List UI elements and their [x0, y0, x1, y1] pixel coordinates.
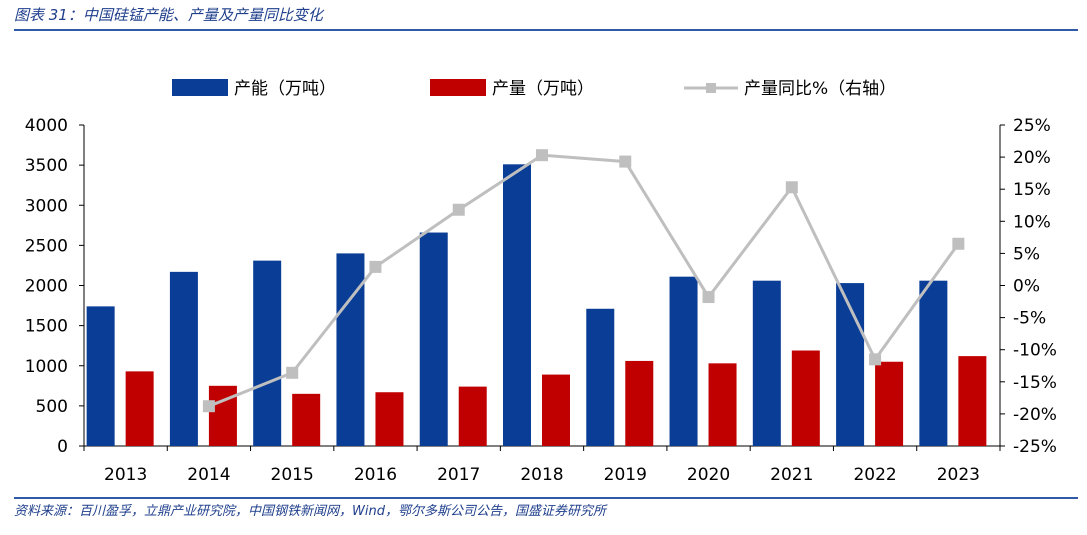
- legend-yoy-marker: [706, 83, 716, 93]
- output-bar: [958, 356, 987, 446]
- output-bar: [875, 361, 904, 446]
- y-right-tick-label: 15%: [1013, 180, 1051, 200]
- legend-output-swatch: [430, 79, 486, 96]
- capacity-bar: [336, 253, 365, 446]
- bars: [86, 164, 987, 446]
- yoy-point: [202, 400, 215, 413]
- x-tick-label: 2021: [770, 465, 813, 485]
- source-rule: [14, 497, 1078, 499]
- yoy-point: [536, 149, 548, 162]
- x-tick-label: 2018: [520, 465, 563, 485]
- capacity-bar: [169, 271, 198, 446]
- output-bar: [375, 392, 404, 446]
- y-left-tick-label: 4000: [25, 116, 68, 136]
- y-right-tick-label: 5%: [1013, 244, 1040, 264]
- y-left-tick-label: 1000: [25, 357, 68, 377]
- figure-title: 图表 31：中国硅锰产能、产量及产量同比变化: [14, 6, 323, 24]
- yoy-point: [619, 155, 632, 168]
- legend-output-label: 产量（万吨）: [492, 79, 594, 99]
- yoy-point: [869, 353, 882, 366]
- capacity-bar: [86, 306, 115, 446]
- legend-capacity-swatch: [172, 79, 228, 96]
- x-tick-label: 2016: [354, 465, 397, 485]
- y-left-tick-label: 1500: [25, 317, 68, 337]
- capacity-bar: [419, 232, 448, 446]
- legend-yoy-label: 产量同比%（右轴）: [744, 79, 896, 99]
- output-bar: [625, 360, 654, 446]
- capacity-bar: [919, 280, 948, 446]
- legend: 产能（万吨） 产量（万吨） 产量同比%（右轴）: [172, 79, 896, 99]
- capacity-bar: [503, 164, 531, 446]
- capacity-bar: [669, 276, 698, 446]
- x-tick-label: 2013: [104, 465, 147, 485]
- y-right-tick-label: 25%: [1013, 116, 1051, 136]
- yoy-point: [785, 181, 798, 194]
- yoy-point: [952, 237, 965, 250]
- y-right-tick-label: -25%: [1013, 437, 1057, 457]
- output-bar: [708, 363, 737, 446]
- y-right-tick-label: 10%: [1013, 212, 1051, 232]
- y-right-tick-label: -20%: [1013, 405, 1057, 425]
- yoy-point: [452, 203, 465, 216]
- yoy-point: [369, 260, 382, 273]
- y-left-tick-label: 500: [36, 397, 68, 417]
- capacity-bar: [253, 260, 282, 446]
- yoy-point: [702, 291, 715, 304]
- y-right-tick-label: -10%: [1013, 341, 1057, 361]
- y-right-tick-label: 0%: [1013, 277, 1040, 297]
- x-tick-label: 2020: [687, 465, 730, 485]
- yoy-point: [286, 366, 299, 379]
- x-tick-label: 2017: [437, 465, 480, 485]
- capacity-bar: [586, 308, 615, 446]
- legend-capacity-label: 产能（万吨）: [234, 79, 336, 99]
- yoy-line: [202, 149, 965, 413]
- output-bar: [125, 371, 154, 446]
- y-left-tick-label: 3500: [25, 156, 68, 176]
- y-right-tick-label: -5%: [1013, 309, 1046, 329]
- y-left-tick-label: 3000: [25, 196, 68, 216]
- capacity-bar: [752, 280, 781, 446]
- x-tick-label: 2023: [937, 465, 980, 485]
- output-bar: [542, 374, 570, 446]
- y-left-tick-label: 2000: [25, 277, 68, 297]
- x-tick-label: 2019: [604, 465, 647, 485]
- x-tick-label: 2014: [187, 465, 230, 485]
- x-tick-label: 2015: [271, 465, 314, 485]
- source-note: 资料来源：百川盈孚，立鼎产业研究院，中国钢铁新闻网，Wind，鄂尔多斯公司公告，…: [14, 504, 606, 519]
- y-right-tick-label: 20%: [1013, 148, 1051, 168]
- y-left-tick-label: 2500: [25, 236, 68, 256]
- title-rule: [14, 29, 1078, 31]
- output-bar: [791, 350, 820, 446]
- y-right-tick-label: -15%: [1013, 373, 1057, 393]
- output-bar: [208, 385, 237, 446]
- output-bar: [292, 393, 321, 446]
- y-left-tick-label: 0: [57, 437, 68, 457]
- x-tick-label: 2022: [853, 465, 896, 485]
- output-bar: [458, 386, 487, 446]
- yoy-line-path: [208, 153, 960, 408]
